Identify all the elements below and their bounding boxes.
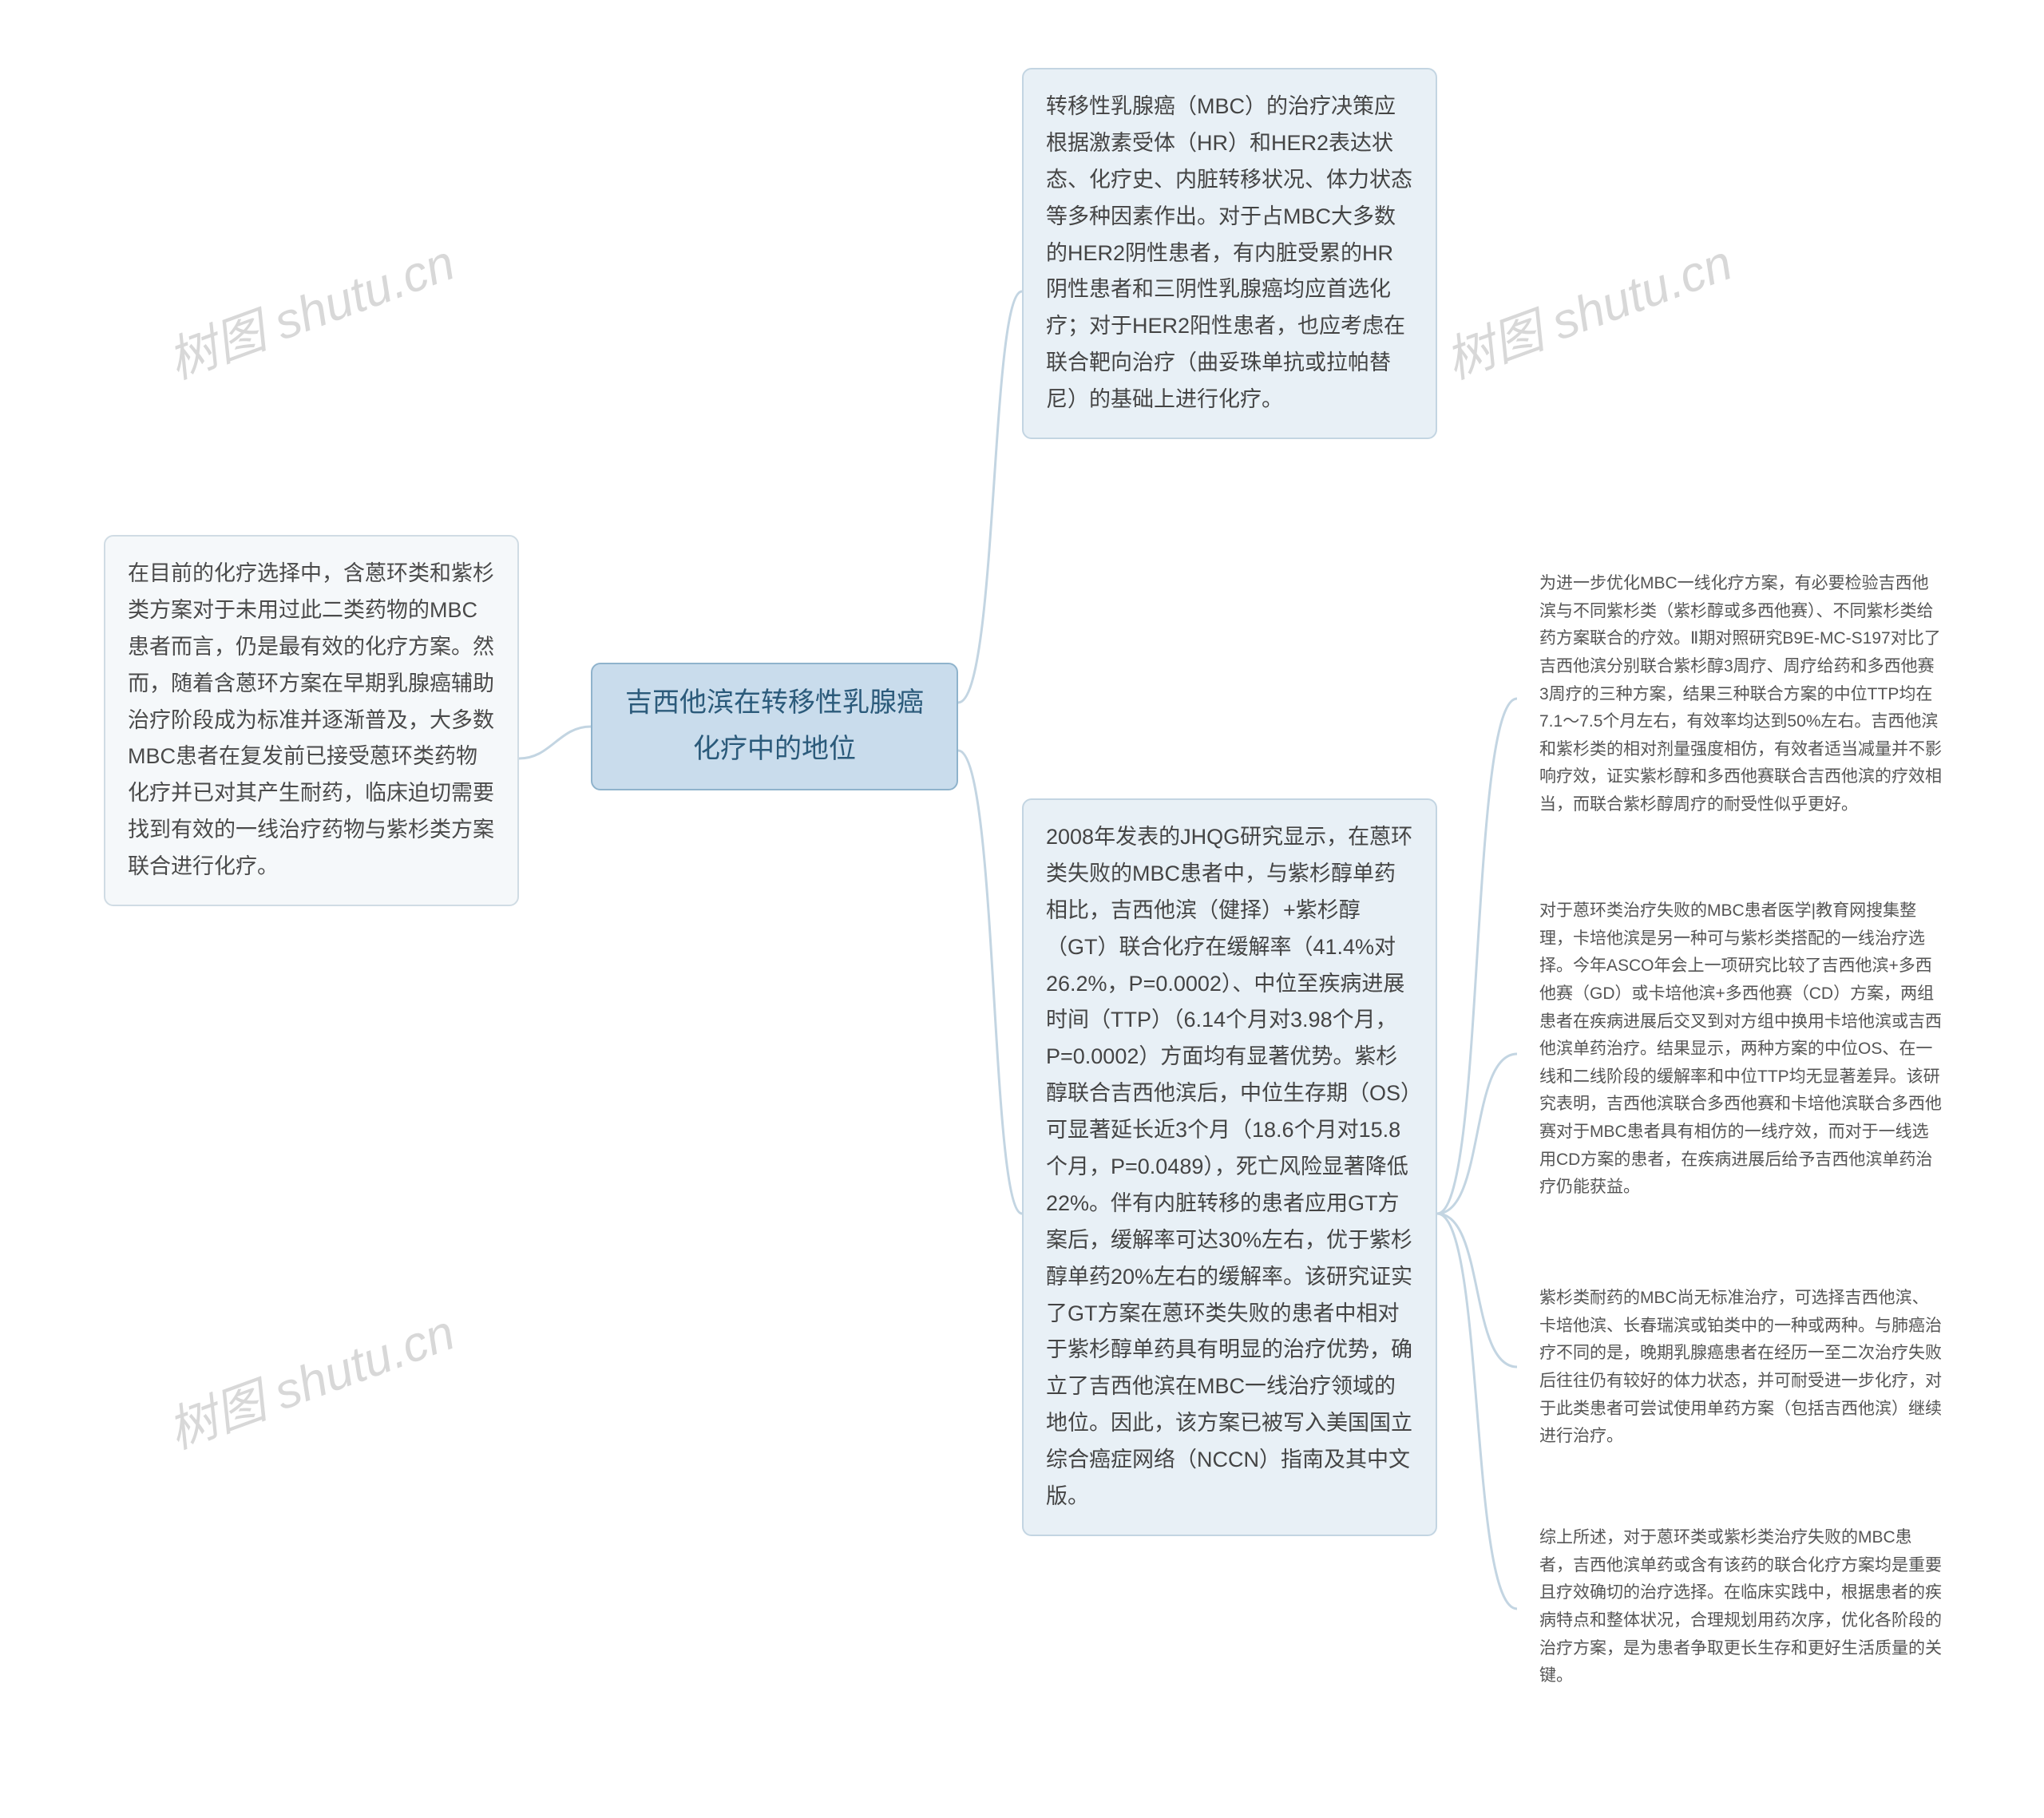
leaf-node-0: 为进一步优化MBC一线化疗方案，有必要检验吉西他滨与不同紫杉类（紫杉醇或多西他赛… bbox=[1517, 551, 1964, 838]
center-node: 吉西他滨在转移性乳腺癌化疗中的地位 bbox=[591, 663, 958, 790]
watermark: 树图 shutu.cn bbox=[156, 222, 463, 392]
mid-bottom-node: 2008年发表的JHQG研究显示，在蒽环类失败的MBC患者中，与紫杉醇单药相比，… bbox=[1022, 798, 1437, 1536]
leaf-node-1: 对于蒽环类治疗失败的MBC患者医学|教育网搜集整理，卡培他滨是另一种可与紫杉类搭… bbox=[1517, 878, 1964, 1221]
mid-bottom-text: 2008年发表的JHQG研究显示，在蒽环类失败的MBC患者中，与紫杉醇单药相比，… bbox=[1046, 825, 1412, 1508]
left-summary-node: 在目前的化疗选择中，含蒽环类和紫杉类方案对于未用过此二类药物的MBC患者而言，仍… bbox=[104, 535, 519, 906]
leaf-node-2: 紫杉类耐药的MBC尚无标准治疗，可选择吉西他滨、卡培他滨、长春瑞滨或铂类中的一种… bbox=[1517, 1265, 1964, 1470]
watermark: 树图 shutu.cn bbox=[156, 1292, 463, 1462]
leaf-text: 紫杉类耐药的MBC尚无标准治疗，可选择吉西他滨、卡培他滨、长春瑞滨或铂类中的一种… bbox=[1539, 1289, 1942, 1445]
left-summary-text: 在目前的化疗选择中，含蒽环类和紫杉类方案对于未用过此二类药物的MBC患者而言，仍… bbox=[128, 561, 494, 878]
watermark: 树图 shutu.cn bbox=[1434, 222, 1741, 392]
leaf-text: 综上所述，对于蒽环类或紫杉类治疗失败的MBC患者，吉西他滨单药或含有该药的联合化… bbox=[1539, 1528, 1942, 1685]
leaf-node-3: 综上所述，对于蒽环类或紫杉类治疗失败的MBC患者，吉西他滨单药或含有该药的联合化… bbox=[1517, 1505, 1964, 1709]
center-node-text: 吉西他滨在转移性乳腺癌化疗中的地位 bbox=[615, 680, 934, 773]
leaf-text: 为进一步优化MBC一线化疗方案，有必要检验吉西他滨与不同紫杉类（紫杉醇或多西他赛… bbox=[1539, 574, 1942, 814]
leaf-text: 对于蒽环类治疗失败的MBC患者医学|教育网搜集整理，卡培他滨是另一种可与紫杉类搭… bbox=[1539, 901, 1942, 1196]
mid-top-node: 转移性乳腺癌（MBC）的治疗决策应根据激素受体（HR）和HER2表达状态、化疗史… bbox=[1022, 68, 1437, 439]
mid-top-text: 转移性乳腺癌（MBC）的治疗决策应根据激素受体（HR）和HER2表达状态、化疗史… bbox=[1046, 94, 1412, 411]
